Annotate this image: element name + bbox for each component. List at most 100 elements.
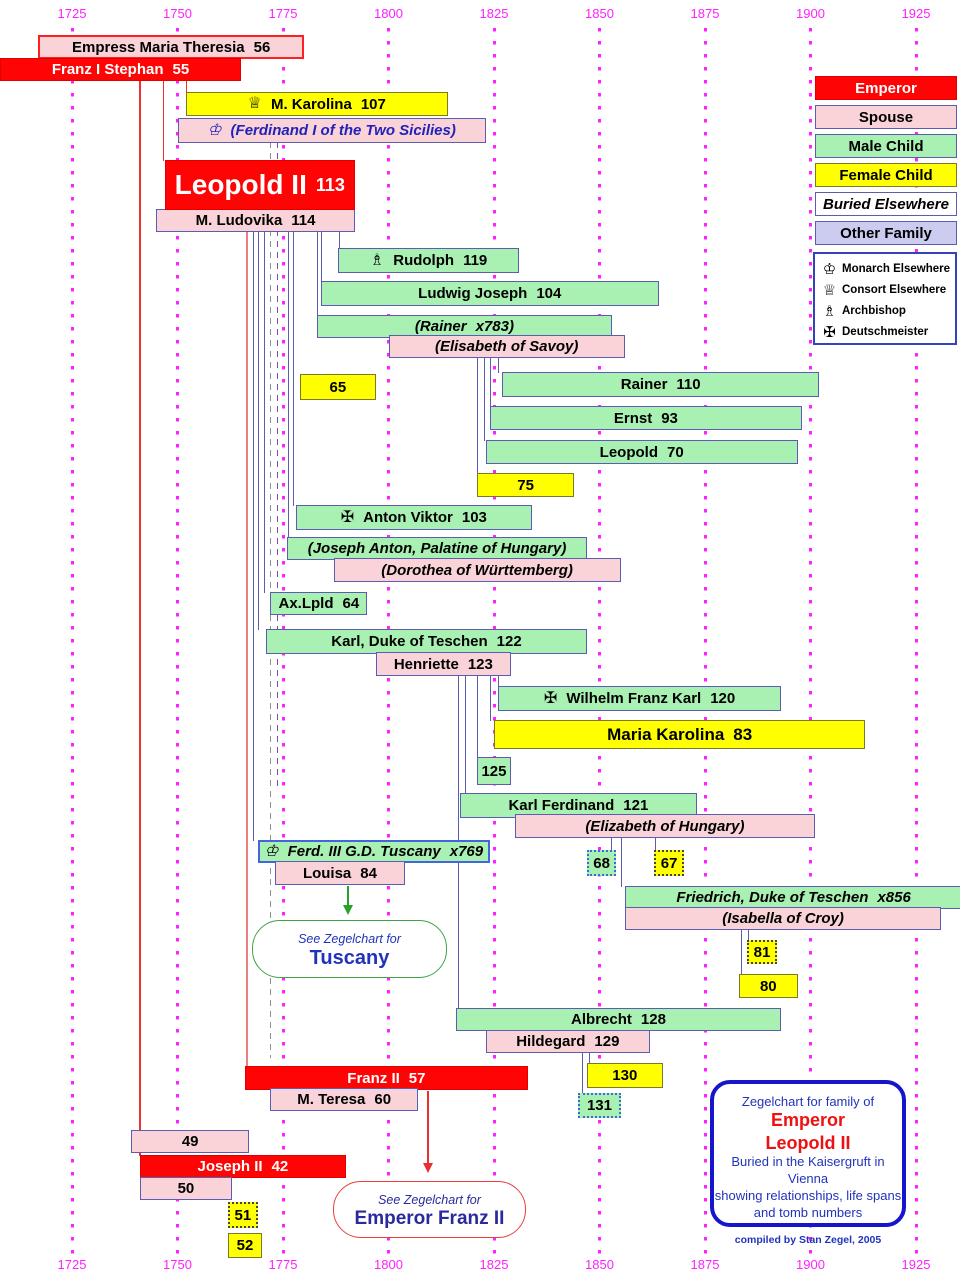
tomb-number: x856	[877, 889, 911, 906]
descent-line	[264, 232, 265, 593]
title-box-body1: Buried in the Kaisergruft in Vienna	[731, 1154, 885, 1186]
icon-legend-label: Consort Elsewhere	[842, 283, 947, 296]
person-name: 49	[181, 1133, 199, 1150]
person-bar-louisa: Louisa 84	[274, 861, 406, 885]
person-bar-franz-ii: Franz II 57	[245, 1066, 528, 1090]
tomb-number: 103	[461, 509, 487, 526]
descent-line	[477, 676, 478, 758]
axis-year-label-1925: 1925	[901, 6, 931, 21]
monarch-icon: ♔	[207, 121, 222, 139]
person-name: 125	[481, 762, 507, 780]
axis-year-label-1900: 1900	[796, 1257, 825, 1272]
title-box-head: Zegelchart for family of	[741, 1094, 875, 1109]
person-name: Ax.Lpld	[278, 595, 334, 612]
person-bar-franz-i-stephan: Franz I Stephan 55	[0, 58, 241, 81]
tomb-number: 120	[710, 690, 736, 707]
icon-legend-row-consort-elsewhere: ♕ Consort Elsewhere	[820, 279, 955, 300]
title-box-body3: and tomb numbers	[753, 1204, 863, 1220]
archbishop-icon: ♗	[369, 251, 385, 269]
person-name: Empress Maria Theresia	[72, 38, 245, 56]
person-bar-maria-karolina: Maria Karolina 83	[494, 720, 866, 749]
person-name: 50	[177, 1180, 195, 1197]
person-bar-empress-maria-theresia: Empress Maria Theresia 56	[38, 35, 305, 59]
descent-line	[498, 358, 499, 373]
axis-year-label-1875: 1875	[690, 1257, 720, 1272]
person-name: 51	[234, 1206, 252, 1224]
person-bar-elisabeth-of-savoy: (Elisabeth of Savoy)	[388, 335, 625, 358]
descent-line	[490, 358, 491, 407]
tomb-number: 113	[315, 174, 345, 195]
person-bar-49: 49	[131, 1130, 250, 1153]
axis-year-label-1775: 1775	[268, 1257, 298, 1272]
timeline-gridline-1875	[703, 28, 707, 1256]
consort-icon: ♕	[247, 95, 262, 112]
person-name: Albrecht	[571, 1011, 632, 1028]
tomb-number: 107	[360, 95, 386, 113]
tomb-number: 93	[661, 409, 678, 427]
person-name: (Dorothea of Württemberg)	[381, 561, 573, 579]
person-bar-anton-viktor: ✠ Anton Viktor 103	[295, 505, 532, 530]
tomb-number: x783)	[475, 318, 514, 335]
legend-item-emperor: Emperor	[815, 76, 957, 100]
legend-item-female-child: Female Child	[815, 163, 957, 187]
see-zegelchart-tuscany-link[interactable]: See Zegelchart for Tuscany	[252, 920, 447, 978]
person-name: 75	[517, 476, 534, 494]
person-bar-80: 80	[738, 974, 798, 998]
descent-line	[477, 358, 478, 474]
tomb-number: 56	[253, 38, 271, 56]
person-name: M. Karolina	[270, 95, 352, 113]
see-zegelchart-franz2-link[interactable]: See Zegelchart for Emperor Franz II	[333, 1181, 526, 1238]
person-bar-dorothea-of-w-rttemberg: (Dorothea of Württemberg)	[333, 558, 621, 582]
person-name: Hildegard	[516, 1033, 586, 1050]
person-name: 52	[236, 1237, 254, 1254]
person-name: Wilhelm Franz Karl	[566, 690, 702, 707]
person-bar-m-ludovika: M. Ludovika 114	[156, 209, 355, 232]
person-name: (Elisabeth of Savoy)	[434, 338, 579, 355]
person-name: Rudolph	[393, 252, 455, 269]
person-bar-rainer: Rainer 110	[502, 372, 819, 397]
person-bar-joseph-anton-palatine-of-hungary: (Joseph Anton, Palatine of Hungary)	[287, 537, 587, 560]
tuscany-link-label: Tuscany	[309, 947, 390, 969]
descent-line	[321, 232, 322, 282]
axis-year-label-1750: 1750	[163, 1257, 192, 1272]
person-bar-albrecht: Albrecht 128	[456, 1008, 781, 1031]
monarch-icon: ♔	[822, 260, 837, 278]
icon-legend-row-deutschmeister: ✠ Deutschmeister	[820, 321, 955, 342]
person-bar-elizabeth-of-hungary: (Elizabeth of Hungary)	[515, 814, 815, 838]
descent-line	[621, 838, 622, 887]
axis-year-label-1725: 1725	[57, 6, 87, 21]
person-name: (Joseph Anton, Palatine of Hungary)	[307, 540, 567, 557]
person-bar-isabella-of-croy: (Isabella of Croy)	[624, 907, 942, 930]
see-zegelchart-label: See Zegelchart for	[298, 932, 401, 946]
descent-line	[186, 80, 187, 93]
deutschmeister-icon: ✠	[543, 689, 558, 707]
chart-title-box: Zegelchart for family of Emperor Leopold…	[710, 1080, 906, 1246]
legend-item-spouse: Spouse	[815, 105, 957, 129]
descent-line	[277, 142, 278, 790]
tomb-number: 122	[496, 633, 522, 650]
arrow-head-tuscany	[343, 905, 353, 915]
person-bar-henriette: Henriette 123	[375, 652, 511, 676]
tomb-number: 70	[667, 443, 684, 461]
icon-legend-row-archbishop: ♗ Archbishop	[820, 300, 955, 321]
person-name: 131	[586, 1097, 612, 1114]
tomb-number: 64	[342, 595, 360, 612]
person-bar-leopold-ii: Leopold II 113	[164, 160, 355, 210]
deutschmeister-icon: ✠	[340, 508, 355, 526]
see-zegelchart-label: See Zegelchart for	[378, 1193, 481, 1207]
tomb-number: x769	[449, 843, 484, 860]
person-name: Friedrich, Duke of Teschen	[676, 889, 869, 906]
person-name: 65	[329, 378, 347, 396]
descent-line	[293, 232, 294, 506]
axis-year-label-1925: 1925	[901, 1257, 931, 1272]
descent-line	[258, 232, 259, 630]
descent-line	[498, 676, 499, 687]
franz2-link-label: Emperor Franz II	[354, 1208, 505, 1229]
person-name: Anton Viktor	[363, 509, 453, 526]
person-bar-51: 51	[228, 1202, 258, 1228]
icon-legend: ♔ Monarch Elsewhere ♕ Consort Elsewhere ♗ Arc…	[813, 252, 957, 345]
title-box-emperor: Emperor	[770, 1110, 846, 1130]
person-name: Ernst	[613, 409, 653, 427]
person-name: Maria Karolina	[607, 724, 725, 744]
